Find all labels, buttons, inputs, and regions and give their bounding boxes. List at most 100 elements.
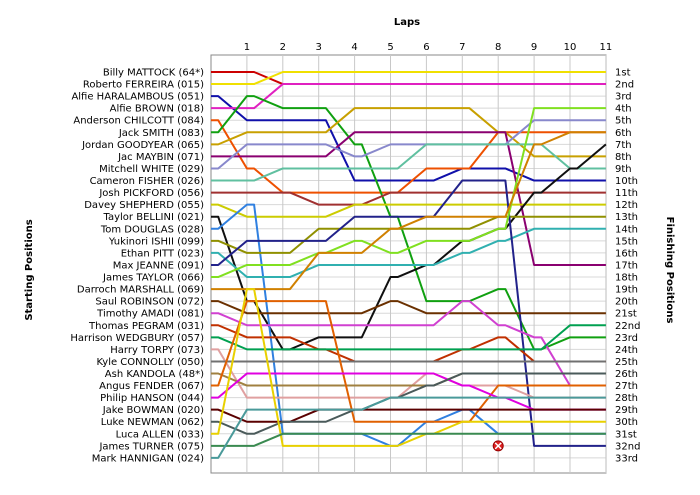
starting-label: Kyle CONNOLLY (050) (96, 357, 204, 368)
finishing-label: 16th (615, 248, 638, 259)
starting-label: Jac MAYBIN (071) (117, 152, 204, 163)
series-line (211, 227, 606, 279)
finishing-label: 24th (615, 345, 638, 356)
retirement-marker (492, 440, 504, 452)
finishing-label: 18th (615, 273, 638, 284)
series-line (211, 300, 606, 387)
lap-tick-label: 9 (531, 42, 537, 53)
finishing-label: 11th (615, 188, 638, 199)
starting-label: Tom DOUGLAS (028) (100, 224, 204, 235)
finishing-label: 33rd (615, 453, 638, 464)
starting-label: Ash KANDOLA (48*) (105, 369, 204, 380)
starting-labels: Billy MATTOCK (64*)Roberto FERREIRA (015… (70, 68, 204, 465)
starting-label: Timothy AMADI (081) (96, 309, 204, 320)
series-lines (211, 71, 607, 459)
starting-label: Ethan PITT (023) (121, 248, 204, 259)
series-line (211, 300, 606, 315)
series-line (211, 131, 606, 266)
lap-tick-label: 3 (316, 42, 322, 53)
starting-label: Harrison WEDGBURY (057) (70, 333, 204, 344)
series-line (211, 143, 607, 351)
lap-tick-label: 6 (423, 42, 429, 53)
lap-tick-label: 4 (351, 42, 357, 53)
finishing-label: 8th (615, 152, 632, 163)
finishing-label: 9th (615, 164, 632, 175)
finishing-label: 12th (615, 200, 638, 211)
finishing-label: 31st (615, 429, 637, 440)
starting-label: Angus FENDER (067) (99, 381, 204, 392)
series-line (211, 408, 606, 423)
series-line (211, 95, 606, 182)
starting-label: Luca ALLEN (033) (116, 429, 204, 440)
finishing-label: 14th (615, 224, 638, 235)
retirement-marker-x (494, 442, 502, 450)
lap-tick-label: 5 (387, 42, 393, 53)
lap-tick-label: 8 (495, 42, 501, 53)
finishing-label: 1st (615, 68, 631, 79)
finishing-label: 29th (615, 405, 638, 416)
finishing-label: 4th (615, 104, 632, 115)
lap-tick-label: 2 (280, 42, 286, 53)
starting-label: Taylor BELLINI (021) (103, 212, 205, 223)
finishing-label: 27th (615, 381, 638, 392)
finishing-label: 10th (615, 176, 638, 187)
finishing-label: 19th (615, 285, 638, 296)
starting-label: Anderson CHILCOTT (084) (73, 116, 204, 127)
series-line (211, 107, 606, 279)
lap-tick-label: 7 (459, 42, 465, 53)
starting-label: Cameron FISHER (026) (90, 176, 205, 187)
series-line (211, 300, 606, 423)
finishing-label: 5th (615, 116, 632, 127)
x-axis-title: Laps (394, 17, 420, 28)
series-line (211, 83, 606, 110)
finishing-label: 2nd (615, 80, 634, 91)
starting-label: James TURNER (075) (98, 441, 204, 452)
starting-label: Philip HANSON (044) (100, 393, 204, 404)
starting-label: Alfie HARALAMBOUS (051) (71, 92, 204, 103)
finishing-label: 15th (615, 236, 638, 247)
starting-label: Yukinori ISHII (099) (108, 236, 204, 247)
starting-label: Davey SHEPHERD (055) (84, 200, 204, 211)
starting-label: Harry TORPY (073) (110, 345, 204, 356)
finishing-label: 17th (615, 260, 638, 271)
finishing-label: 22nd (615, 321, 640, 332)
finishing-label: 23rd (615, 333, 638, 344)
lap-ticks: 1 2 3 4 5 6 7 8 9 10 11 (244, 42, 613, 53)
finishing-label: 28th (615, 393, 638, 404)
starting-label: Thomas PEGRAM (031) (88, 321, 204, 332)
series-line (211, 324, 606, 351)
series-line (211, 432, 606, 447)
right-axis-title: Finishing Positions (664, 217, 675, 324)
starting-label: Darroch MARSHALL (069) (77, 285, 204, 296)
finishing-label: 30th (615, 417, 638, 428)
starting-label: Alfie BROWN (018) (110, 104, 204, 115)
starting-label: Roberto FERREIRA (015) (83, 80, 204, 91)
series-line (211, 203, 606, 218)
finishing-labels: 1st2nd3rd4th5th6th7th8th9th10th11th12th1… (615, 68, 640, 465)
finishing-label: 6th (615, 128, 632, 139)
starting-label: Max JEANNE (091) (113, 260, 204, 271)
starting-label: Mark HANNIGAN (024) (92, 453, 204, 464)
starting-label: Mitchell WHITE (029) (99, 164, 204, 175)
series-line (211, 119, 606, 170)
series-line (211, 131, 606, 291)
starting-label: Jack SMITH (083) (118, 128, 204, 139)
finishing-label: 20th (615, 297, 638, 308)
starting-label: James TAYLOR (066) (102, 273, 204, 284)
series-line (211, 71, 606, 86)
series-line (211, 288, 606, 447)
finishing-label: 3rd (615, 92, 632, 103)
starting-label: Josh PICKFORD (056) (98, 188, 204, 199)
series-line (211, 179, 606, 447)
starting-label: Billy MATTOCK (64*) (103, 68, 204, 79)
starting-label: Luke NEWMAN (062) (101, 417, 204, 428)
left-axis-title: Starting Positions (24, 219, 35, 320)
finishing-label: 13th (615, 212, 638, 223)
finishing-label: 21st (615, 309, 637, 320)
lap-tick-label: 1 (244, 42, 250, 53)
lap-tick-label: 10 (564, 42, 577, 53)
lap-tick-label: 11 (600, 42, 613, 53)
starting-label: Jake BOWMAN (020) (102, 405, 204, 416)
starting-label: Saul ROBINSON (072) (95, 297, 204, 308)
